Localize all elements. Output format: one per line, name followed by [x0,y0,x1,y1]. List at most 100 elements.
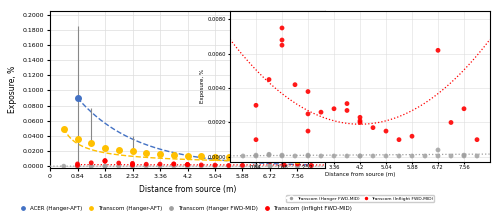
Point [60,164,68,168]
Point [369,126,377,129]
Point [74,162,82,166]
Point [434,49,442,52]
Point [87,164,95,168]
Point [408,135,416,138]
Point [343,154,351,158]
Point [128,162,136,165]
Point [128,164,136,168]
Point [101,160,109,163]
Point [408,154,416,158]
Point [473,138,481,141]
Point [211,163,219,167]
Point [238,164,246,168]
Point [356,154,364,158]
Point [74,164,82,168]
Point [330,154,338,158]
Point [265,153,273,157]
Point [278,38,286,42]
Point [252,164,260,168]
Point [356,119,364,122]
Point [239,154,247,158]
Point [369,154,377,158]
Point [224,164,232,167]
Point [238,164,246,167]
Point [356,116,364,119]
Point [460,154,468,158]
Point [184,163,192,166]
Point [87,164,95,168]
Point [278,154,286,158]
Point [382,129,390,133]
Point [170,162,178,166]
Point [382,154,390,158]
Point [101,164,109,168]
Point [317,110,325,114]
Point [278,153,286,157]
Point [294,162,302,166]
Point [74,164,82,168]
Point [252,153,260,157]
Point [278,26,286,30]
Point [460,107,468,110]
Point [447,121,455,124]
Point [170,164,178,168]
Point [142,164,150,168]
Point [115,164,123,168]
Point [434,148,442,152]
Point [304,153,312,157]
Legend: Transcom (Hanger FWD-MID), Transcom (Inflight FWD-MID): Transcom (Hanger FWD-MID), Transcom (Inf… [286,195,434,202]
Point [115,161,123,165]
Legend: ACER (Hanger-AFT), Transcom (Hanger-AFT), Transcom (Hanger FWD-MID), Transcom (I: ACER (Hanger-AFT), Transcom (Hanger-AFT)… [16,204,354,213]
Point [197,163,205,167]
Point [197,164,205,168]
Point [343,109,351,112]
Point [447,154,455,158]
Point [291,154,299,158]
Point [142,162,150,166]
Point [307,164,316,168]
Point [252,138,260,141]
X-axis label: Distance from source (m): Distance from source (m) [325,172,395,177]
Point [395,154,403,158]
Point [266,164,274,168]
Point [304,129,312,133]
Point [343,102,351,105]
Point [184,164,192,168]
Point [307,164,316,167]
Point [128,164,136,168]
Y-axis label: Exposure, %: Exposure, % [8,66,18,113]
Point [128,163,136,166]
Point [356,154,364,158]
Point [101,159,109,162]
Point [280,164,288,168]
Point [252,104,260,107]
Point [224,164,232,168]
Point [395,138,403,141]
Point [473,154,481,158]
Point [304,90,312,93]
Point [101,164,109,168]
Point [304,112,312,116]
Point [421,154,429,158]
Point [294,164,302,168]
Point [266,160,274,163]
Point [184,163,192,166]
Point [128,163,136,167]
Point [156,164,164,168]
X-axis label: Distance from source (m): Distance from source (m) [139,185,236,194]
Point [184,164,192,168]
Point [317,154,325,158]
Point [170,162,178,166]
Point [156,162,164,166]
Point [330,107,338,110]
Point [280,163,288,166]
Point [294,164,302,168]
Y-axis label: Exposure, %: Exposure, % [200,69,205,103]
Point [304,154,312,158]
Point [356,121,364,124]
Point [101,159,109,163]
Point [460,153,468,157]
Point [434,154,442,158]
Point [87,161,95,165]
Point [252,154,260,158]
